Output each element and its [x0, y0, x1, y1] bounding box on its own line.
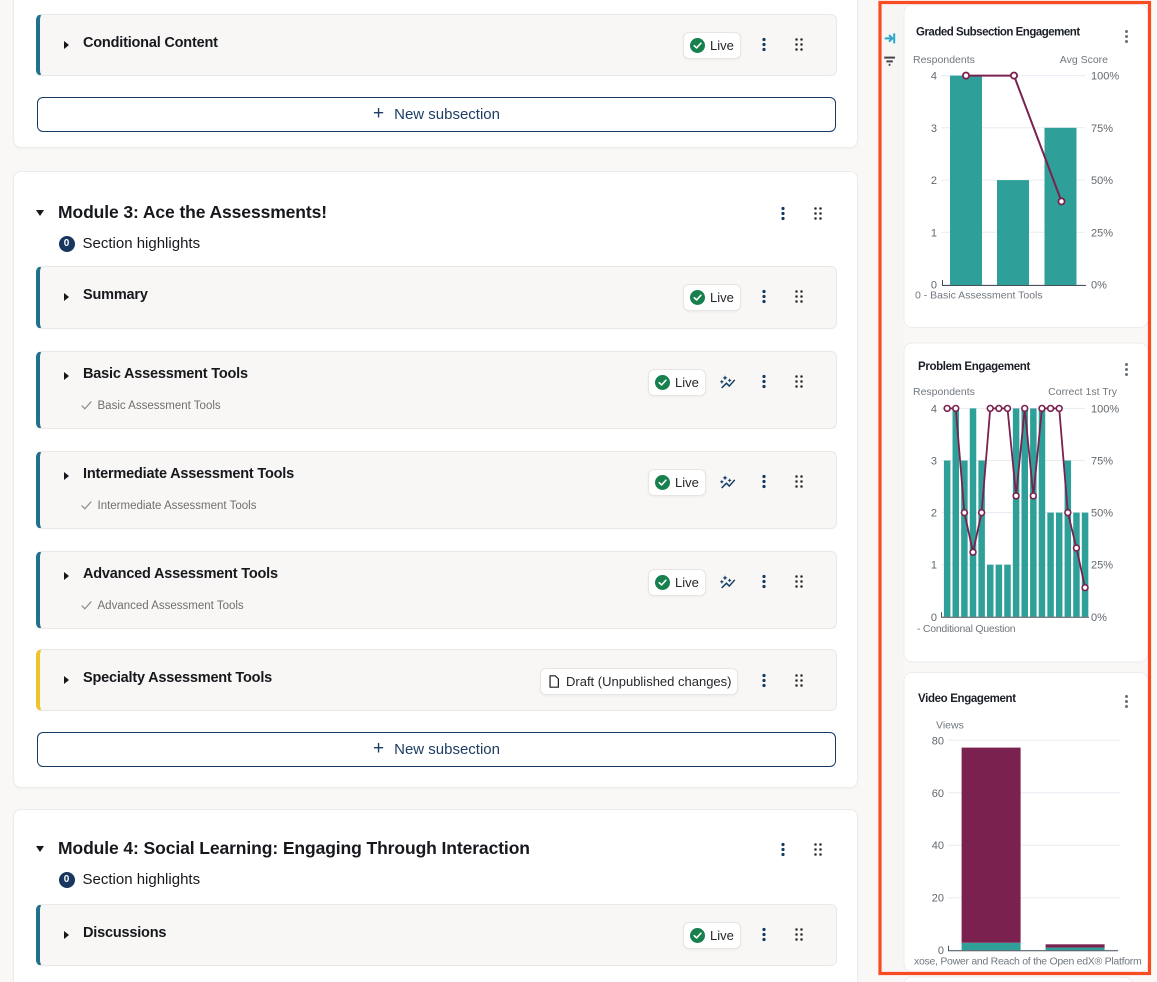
svg-text:50%: 50%	[1091, 508, 1113, 520]
svg-text:50%: 50%	[1091, 175, 1113, 187]
svg-text:0: 0	[931, 612, 937, 624]
svg-text:100%: 100%	[1091, 403, 1119, 415]
svg-text:0: 0	[938, 945, 944, 957]
svg-text:Respondents: Respondents	[913, 386, 975, 398]
svg-text:75%: 75%	[1091, 456, 1113, 468]
svg-text:3: 3	[931, 456, 937, 468]
svg-text:20: 20	[932, 893, 944, 905]
svg-text:Video Engagement: Video Engagement	[918, 693, 1016, 705]
svg-text:1: 1	[931, 227, 937, 239]
svg-text:25%: 25%	[1091, 560, 1113, 572]
svg-text:60: 60	[932, 788, 944, 800]
svg-text:100%: 100%	[1091, 71, 1119, 83]
svg-text:0%: 0%	[1091, 280, 1107, 292]
svg-text:80: 80	[932, 735, 944, 747]
svg-text:Respondents: Respondents	[913, 54, 975, 66]
svg-text:Graded Subsection Engagement: Graded Subsection Engagement	[916, 27, 1080, 39]
svg-text:25%: 25%	[1091, 227, 1113, 239]
svg-text:Avg Score: Avg Score	[1060, 54, 1108, 66]
svg-text:75%: 75%	[1091, 123, 1113, 135]
svg-text:3: 3	[931, 123, 937, 135]
svg-text:4: 4	[931, 71, 937, 83]
svg-text:0: 0	[931, 280, 937, 292]
svg-text:Views: Views	[936, 720, 964, 732]
svg-text:- Conditional Question: - Conditional Question	[917, 623, 1016, 635]
svg-text:Problem Engagement: Problem Engagement	[918, 361, 1030, 373]
svg-text:40: 40	[932, 840, 944, 852]
svg-text:0 - Basic Assessment Tools: 0 - Basic Assessment Tools	[915, 290, 1043, 302]
svg-text:1: 1	[931, 560, 937, 572]
svg-text:xose, Power and Reach of the O: xose, Power and Reach of the Open edX® P…	[914, 956, 1142, 968]
svg-text:0%: 0%	[1091, 612, 1107, 624]
svg-text:Correct 1st Try: Correct 1st Try	[1048, 386, 1118, 398]
svg-text:2: 2	[931, 175, 937, 187]
svg-text:2: 2	[931, 508, 937, 520]
svg-text:4: 4	[931, 403, 937, 415]
